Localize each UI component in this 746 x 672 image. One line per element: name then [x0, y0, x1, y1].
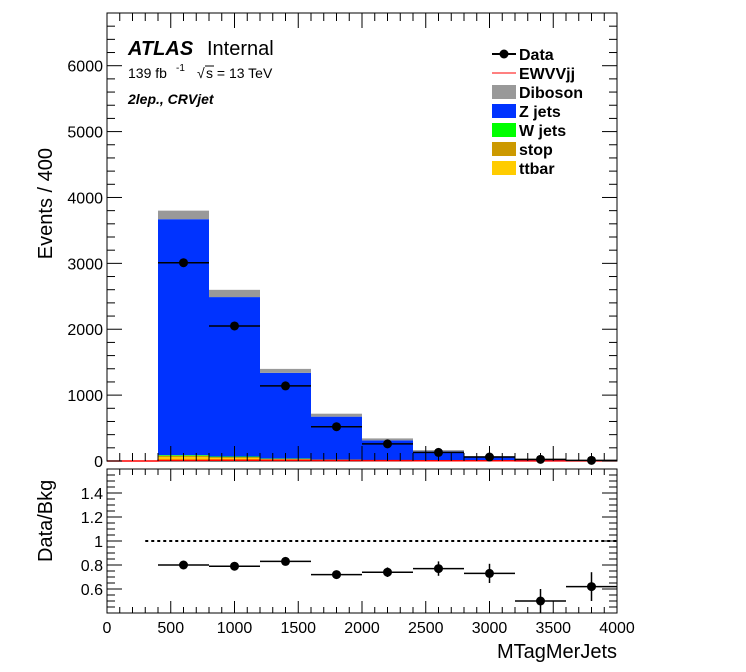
main-ytick-label-2000: 2000: [67, 322, 103, 339]
legend-swatch-w-jets: [492, 123, 516, 137]
lumi-exponent: -1: [176, 63, 185, 74]
ratio-point-5: [434, 564, 443, 574]
x-tick-label-2500: 2500: [408, 620, 444, 637]
legend-label-ewvvjj: EWVVjj: [519, 66, 575, 83]
legend-swatch-ttbar: [492, 161, 516, 175]
ratio-point-1: [230, 561, 239, 571]
main-y-axis-title: Events / 400: [35, 148, 57, 259]
x-tick-label-3500: 3500: [535, 620, 571, 637]
bar-diboson-2: [209, 289, 260, 298]
legend: Data EWVVjj Diboson Z jets W jets stop ttbar: [492, 47, 583, 178]
x-tick-label-2000: 2000: [344, 620, 380, 637]
data-point-5: [434, 447, 443, 457]
ratio-y-axis-title: Data/Bkg: [35, 480, 57, 562]
ratio-ytick-label-1.2: 1.2: [81, 510, 103, 527]
x-tick-label-1000: 1000: [217, 620, 253, 637]
main-ytick-label-0: 0: [94, 454, 103, 471]
bar-diboson-3: [260, 368, 311, 373]
main-ytick-label-4000: 4000: [67, 190, 103, 207]
ratio-points: [158, 556, 617, 613]
internal-text: Internal: [207, 38, 274, 60]
data-point-0: [179, 258, 188, 268]
ratio-ytick-label-1.4: 1.4: [81, 486, 103, 503]
data-point-4: [383, 439, 392, 449]
bar-z-jets-1: [158, 219, 209, 456]
ratio-ytick-label-0.8: 0.8: [81, 558, 103, 575]
data-point-3: [332, 422, 341, 432]
x-tick-label-4000: 4000: [599, 620, 635, 637]
legend-swatch-z-jets: [492, 104, 516, 118]
bar-diboson-4: [311, 413, 362, 417]
data-point-2: [281, 381, 290, 391]
x-tick-label-0: 0: [103, 620, 112, 637]
main-ytick-label-5000: 5000: [67, 125, 103, 142]
legend-label-z-jets: Z jets: [519, 104, 561, 121]
legend-label-diboson: Diboson: [519, 85, 583, 102]
ratio-panel: 0.6 0.8 1 1.2 1.4 0 500 1000 1500 2000 2500 3000 35…: [35, 468, 635, 663]
legend-label-data: Data: [519, 47, 554, 64]
ratio-point-7: [536, 596, 545, 606]
ratio-point-4: [383, 567, 392, 577]
main-ytick-label-3000: 3000: [67, 256, 103, 273]
bar-diboson-1: [158, 210, 209, 220]
ratio-ytick-label-1: 1: [94, 534, 103, 551]
ratio-point-8: [587, 582, 596, 592]
x-axis-title: MTagMerJets: [497, 641, 617, 663]
x-tick-label-3000: 3000: [472, 620, 508, 637]
ratio-ytick-label-0.6: 0.6: [81, 582, 103, 599]
legend-swatch-stop: [492, 142, 516, 156]
legend-label-w-jets: W jets: [519, 123, 566, 140]
atlas-label: ATLAS Internal 139 fb -1 √ s = 13 TeV 2l…: [127, 38, 274, 107]
legend-label-ttbar: ttbar: [519, 161, 555, 178]
legend-label-stop: stop: [519, 142, 553, 159]
data-point-1: [230, 321, 239, 331]
ratio-point-6: [485, 568, 494, 578]
main-y-axis: 0 1000 2000 3000 4000 5000 6000: [67, 12, 617, 471]
energy-text: s = 13 TeV: [206, 65, 273, 81]
ratio-point-3: [332, 570, 341, 580]
main-panel: 0 1000 2000 3000 4000 5000 6000 Events / 400 A…: [35, 12, 618, 471]
main-ytick-label-1000: 1000: [67, 388, 103, 405]
x-tick-label-1500: 1500: [280, 620, 316, 637]
main-bars: [158, 210, 617, 461]
x-tick-label-500: 500: [157, 620, 184, 637]
ratio-point-2: [281, 556, 290, 566]
ratio-x-axis: 0 500 1000 1500 2000 2500 3000 3500 4000: [103, 469, 635, 637]
lumi-text: 139 fb: [128, 65, 167, 81]
main-ytick-label-6000: 6000: [67, 59, 103, 76]
bar-z-jets-2: [209, 297, 260, 457]
main-x-ticks: [106, 13, 618, 461]
ratio-point-0: [179, 560, 188, 570]
atlas-text: ATLAS: [127, 38, 194, 60]
region-text: 2lep., CRVjet: [127, 91, 215, 107]
legend-swatch-diboson: [492, 85, 516, 99]
legend-marker-data: [499, 49, 509, 59]
sqrt-symbol: √: [197, 65, 205, 81]
